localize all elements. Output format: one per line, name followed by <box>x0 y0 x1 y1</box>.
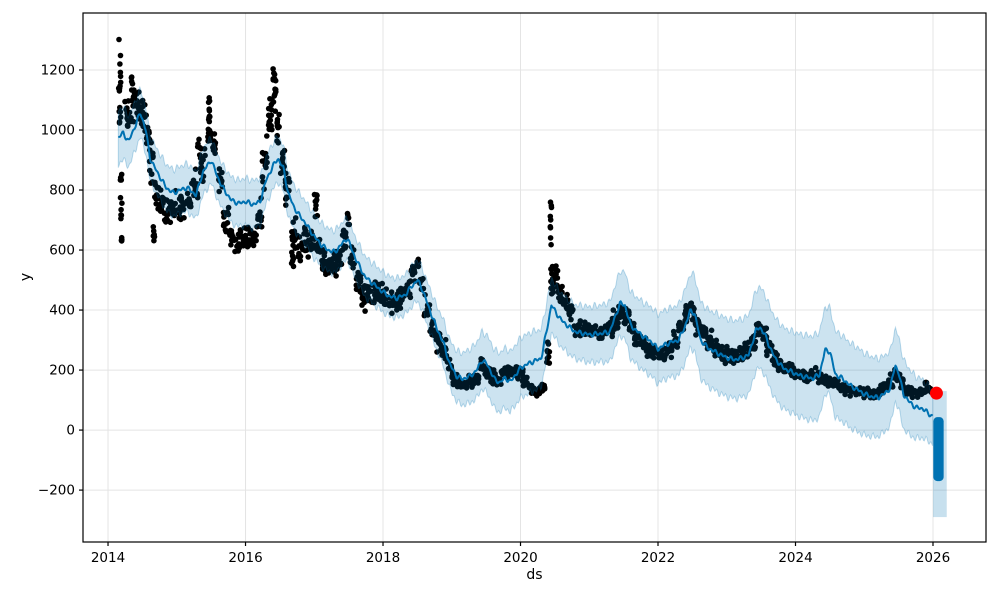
forecast-line <box>118 113 934 418</box>
x-tick-label: 2020 <box>503 550 537 566</box>
y-tick-label: −200 <box>38 483 75 499</box>
plot-spines <box>82 12 987 543</box>
uncertainty-band <box>117 85 934 446</box>
axis-ticks-layer: 2014 2016 2018 2020 2022 2024 2026 −200 0 200 400 6… <box>38 63 950 566</box>
y-tick-label: 0 <box>66 423 75 439</box>
y-tick-label: 800 <box>49 183 75 199</box>
x-tick-label: 2024 <box>778 550 812 566</box>
highlight-point <box>929 386 943 400</box>
x-tick-label: 2018 <box>366 550 400 566</box>
x-axis-label: ds <box>526 567 543 583</box>
x-tick-label: 2026 <box>916 550 950 566</box>
y-axis-label: y <box>18 272 34 282</box>
x-tick-label: 2022 <box>641 550 675 566</box>
y-tick-label: 1200 <box>41 63 75 79</box>
future-forecast-oscillation <box>933 417 944 482</box>
y-tick-label: 400 <box>49 303 75 319</box>
x-tick-label: 2014 <box>91 550 125 566</box>
y-tick-label: 1000 <box>41 123 75 139</box>
y-tick-label: 600 <box>49 243 75 259</box>
y-tick-label: 200 <box>49 363 75 379</box>
x-tick-label: 2016 <box>228 550 262 566</box>
